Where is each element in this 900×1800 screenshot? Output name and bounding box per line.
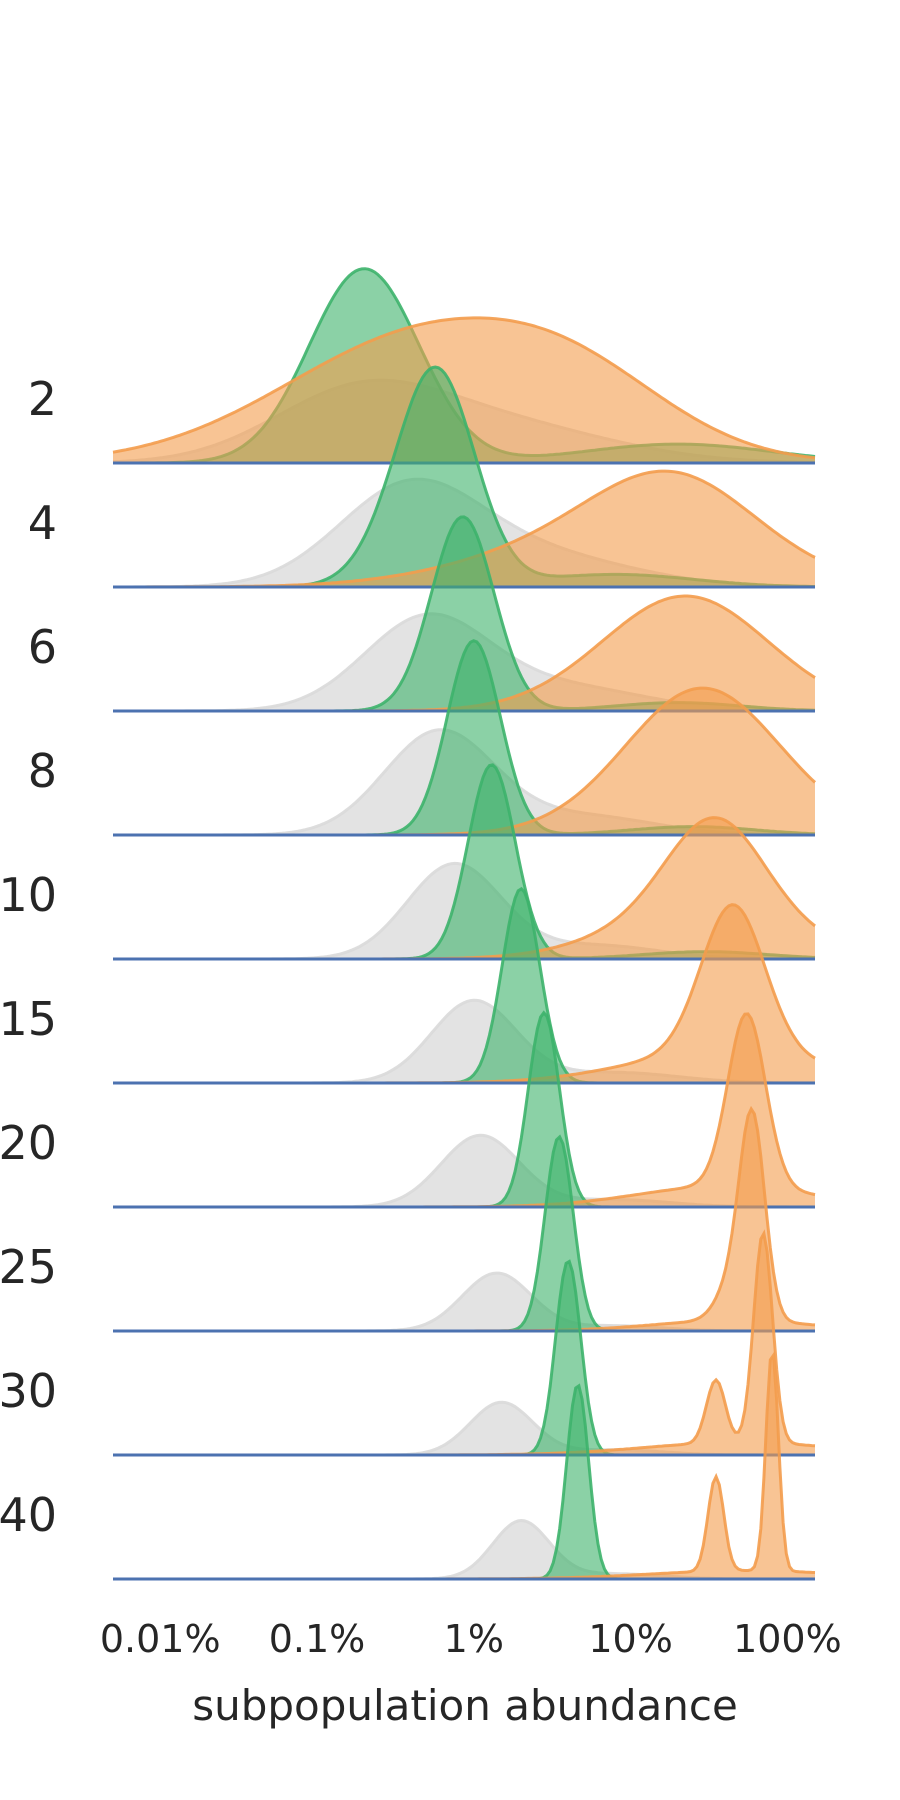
density-area-orange-10 bbox=[113, 817, 815, 959]
x-tick-label: 0.1% bbox=[269, 1617, 366, 1661]
density-area-gray-30 bbox=[113, 1402, 815, 1455]
density-area-green-8 bbox=[113, 640, 815, 835]
ridges-layer bbox=[112, 267, 817, 1581]
row-label-25: 25 bbox=[0, 1240, 57, 1294]
density-area-orange-30 bbox=[113, 1233, 815, 1455]
density-area-green-4 bbox=[113, 367, 815, 587]
x-tick-label: 100% bbox=[733, 1617, 842, 1661]
row-labels: 2 4 6 8 10 15 20 25 30 40 bbox=[0, 372, 57, 1542]
density-area-orange-4 bbox=[113, 471, 815, 587]
ridge-row-10 bbox=[113, 763, 816, 961]
row-label-6: 6 bbox=[28, 620, 57, 674]
row-label-10: 10 bbox=[0, 868, 57, 922]
x-axis-ticks: 0.01% 0.1% 1% 10% 100% bbox=[100, 1617, 842, 1661]
row-label-4: 4 bbox=[28, 496, 57, 550]
x-tick-label: 10% bbox=[588, 1617, 672, 1661]
density-area-orange-25 bbox=[113, 1109, 815, 1331]
ridge-row-40 bbox=[113, 1350, 816, 1581]
density-area-gray-20 bbox=[113, 1135, 815, 1207]
density-area-orange-2 bbox=[113, 317, 815, 463]
density-area-gray-25 bbox=[113, 1273, 815, 1331]
row-label-40: 40 bbox=[0, 1488, 57, 1542]
ridge-row-25 bbox=[113, 1105, 816, 1333]
row-label-30: 30 bbox=[0, 1364, 57, 1418]
density-outline-orange-2 bbox=[112, 316, 816, 460]
x-axis-label: subpopulation abundance bbox=[192, 1681, 738, 1730]
x-tick-label: 1% bbox=[444, 1617, 504, 1661]
density-area-orange-8 bbox=[113, 688, 815, 835]
density-area-orange-6 bbox=[113, 596, 815, 711]
ridge-row-30 bbox=[113, 1229, 816, 1457]
density-area-gray-15 bbox=[113, 1000, 815, 1083]
row-label-20: 20 bbox=[0, 1116, 57, 1170]
row-label-15: 15 bbox=[0, 992, 57, 1046]
row-label-2: 2 bbox=[28, 372, 57, 426]
density-area-green-6 bbox=[113, 516, 815, 711]
row-label-8: 8 bbox=[28, 744, 57, 798]
x-tick-label: 0.01% bbox=[100, 1617, 221, 1661]
